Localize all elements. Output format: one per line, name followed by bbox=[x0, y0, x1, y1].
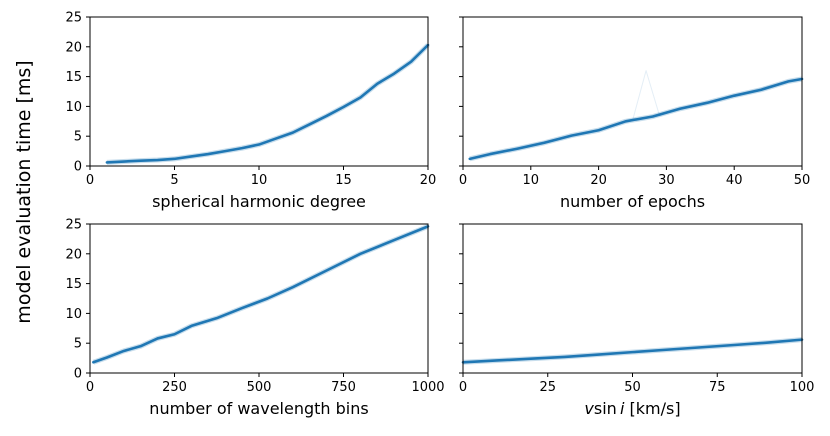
x-tick-label: 500 bbox=[247, 380, 272, 395]
y-tick-label: 10 bbox=[65, 100, 82, 115]
series-line bbox=[461, 338, 804, 364]
y-tick-label: 25 bbox=[65, 11, 82, 26]
subplot-grid: 0 5 10 15 20 0 5 10 15 20 25 spherical harmonic deg… bbox=[65, 11, 814, 419]
y-tick-label: 0 bbox=[74, 367, 82, 382]
series-line bbox=[468, 77, 804, 161]
x-tick-label: 0 bbox=[459, 380, 467, 395]
subplot-4: 0 25 50 75 100 vsin i [km/s] bbox=[459, 223, 815, 418]
y-tick-label: 5 bbox=[74, 130, 82, 145]
x-tick-label: 40 bbox=[726, 173, 743, 188]
series-line bbox=[105, 43, 430, 164]
x-tick-label: 5 bbox=[170, 173, 178, 188]
x-tick-label: 50 bbox=[794, 173, 811, 188]
x-tick-label: 10 bbox=[523, 173, 540, 188]
x-tick-label: 20 bbox=[420, 173, 437, 188]
x-tick-label: 0 bbox=[86, 380, 94, 395]
x-tick-label: 20 bbox=[590, 173, 607, 188]
y-tick-label: 5 bbox=[74, 337, 82, 352]
x-tick-label: 10 bbox=[251, 173, 268, 188]
subplot-2: 0 10 20 30 40 50 number of epochs bbox=[459, 16, 811, 211]
x-tick-label: 250 bbox=[162, 380, 187, 395]
y-tick-label: 10 bbox=[65, 307, 82, 322]
x-tick-label: 75 bbox=[709, 380, 726, 395]
x-tick-label: 750 bbox=[331, 380, 356, 395]
x-axis-label: vsin i [km/s] bbox=[584, 399, 680, 418]
x-tick-label: 0 bbox=[86, 173, 94, 188]
y-tick-label: 20 bbox=[65, 247, 82, 262]
shared-y-axis-label: model evaluation time [ms] bbox=[13, 60, 35, 323]
plot-frame bbox=[462, 16, 803, 167]
x-tick-label: 15 bbox=[335, 173, 352, 188]
x-axis-label: spherical harmonic degree bbox=[152, 192, 366, 211]
x-tick-label: 100 bbox=[790, 380, 815, 395]
x-tick-label: 25 bbox=[539, 380, 556, 395]
x-axis-label: number of epochs bbox=[560, 192, 705, 211]
y-tick-label: 0 bbox=[74, 160, 82, 175]
subplot-1: 0 5 10 15 20 0 5 10 15 20 25 spherical harmonic deg… bbox=[65, 11, 436, 212]
x-tick-label: 50 bbox=[624, 380, 641, 395]
y-tick-label: 25 bbox=[65, 218, 82, 233]
y-tick-label: 15 bbox=[65, 70, 82, 85]
y-tick-label: 15 bbox=[65, 277, 82, 292]
x-tick-label: 0 bbox=[459, 173, 467, 188]
x-tick-label: 1000 bbox=[411, 380, 444, 395]
series-band bbox=[106, 43, 430, 165]
subplot-3: 0 250 500 750 1000 0 5 10 15 20 25 number of wavele… bbox=[65, 218, 444, 419]
y-tick-label: 20 bbox=[65, 40, 82, 55]
x-tick-label: 30 bbox=[658, 173, 675, 188]
series-line bbox=[92, 225, 430, 364]
series-line-faint bbox=[469, 70, 803, 160]
x-axis-label: number of wavelength bins bbox=[149, 399, 368, 418]
